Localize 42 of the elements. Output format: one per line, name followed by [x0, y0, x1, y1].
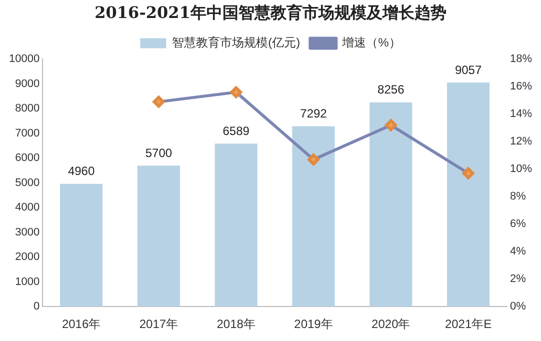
y-tick-label: 3000 [15, 226, 40, 238]
y2-tick-label: 4% [510, 246, 526, 258]
bar [292, 126, 335, 307]
y-tick-label: 8000 [15, 102, 40, 115]
x-tick-label: 2019年 [294, 317, 333, 332]
bar [447, 82, 490, 307]
y2-tick-label: 18% [510, 53, 532, 66]
x-tick-label: 2021年E [444, 317, 492, 332]
data-label: 6589 [222, 124, 250, 138]
x-tick-label: 2018年 [216, 317, 256, 332]
y2-tick-label: 14% [510, 108, 532, 120]
y2-tick-label: 8% [510, 190, 526, 203]
y-tick-label: 5000 [15, 176, 40, 189]
data-label: 7292 [300, 106, 328, 121]
legend-label: 智慧教育市场规模(亿元) [172, 36, 300, 50]
bar [60, 184, 103, 307]
y2-tick-label: 0% [510, 300, 526, 313]
legend-label: 增速（%） [341, 36, 401, 50]
y2-tick-label: 10% [510, 163, 532, 176]
data-label: 5700 [145, 146, 172, 160]
x-tick-label: 2017年 [139, 317, 178, 332]
y-tick-label: 0 [33, 300, 40, 313]
y-tick-label: 4000 [15, 202, 40, 214]
y-tick-label: 2000 [15, 251, 40, 264]
bar [370, 102, 412, 307]
chart-title: 2016-2021年中国智慧教育市场规模及增长趋势 [94, 2, 446, 22]
y-tick-label: 9000 [15, 78, 40, 90]
x-tick-label: 2016年 [62, 317, 101, 332]
bar [214, 144, 258, 307]
x-tick-label: 2020年 [372, 317, 410, 332]
data-label: 9057 [454, 62, 482, 77]
data-label: 4960 [68, 164, 95, 178]
y-tick-label: 1000 [15, 276, 40, 288]
y-tick-label: 6000 [15, 152, 40, 164]
y2-tick-label: 16% [510, 80, 532, 93]
y-tick-label: 10000 [8, 53, 40, 66]
y2-tick-label: 2% [510, 273, 526, 286]
y2-tick-label: 12% [510, 136, 532, 148]
y2-tick-label: 6% [510, 218, 526, 230]
data-label: 8256 [378, 82, 405, 97]
bar [137, 166, 180, 307]
y-tick-label: 7000 [15, 127, 40, 140]
